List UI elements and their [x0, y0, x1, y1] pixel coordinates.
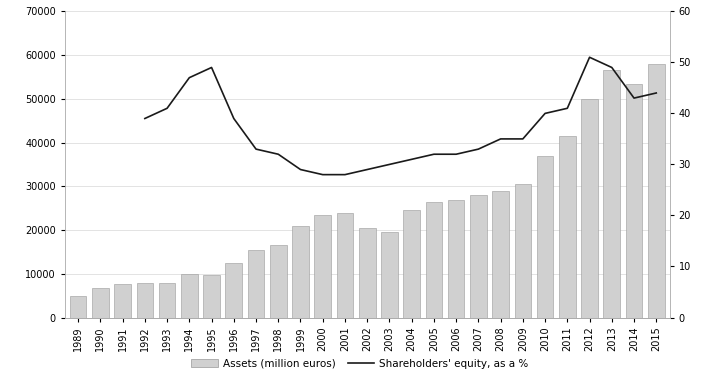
- Bar: [70, 296, 86, 318]
- Bar: [225, 263, 242, 318]
- Bar: [559, 136, 576, 318]
- Bar: [315, 215, 331, 318]
- Bar: [292, 226, 309, 318]
- Bar: [470, 195, 487, 318]
- Bar: [648, 64, 665, 318]
- Bar: [248, 250, 264, 318]
- Bar: [426, 201, 442, 318]
- Bar: [536, 156, 554, 318]
- Bar: [158, 282, 176, 318]
- Bar: [403, 210, 420, 318]
- Bar: [515, 184, 531, 318]
- Bar: [359, 228, 376, 318]
- Bar: [137, 284, 153, 318]
- Bar: [114, 284, 131, 318]
- Bar: [626, 84, 642, 318]
- Bar: [381, 232, 397, 318]
- Bar: [270, 245, 287, 318]
- Bar: [492, 191, 509, 318]
- Legend: Assets (million euros), Shareholders' equity, as a %: Assets (million euros), Shareholders' eq…: [187, 355, 533, 373]
- Bar: [603, 70, 620, 318]
- Bar: [203, 275, 220, 318]
- Bar: [92, 288, 109, 318]
- Bar: [448, 200, 464, 318]
- Bar: [581, 99, 598, 318]
- Bar: [337, 212, 354, 318]
- Bar: [181, 274, 198, 318]
